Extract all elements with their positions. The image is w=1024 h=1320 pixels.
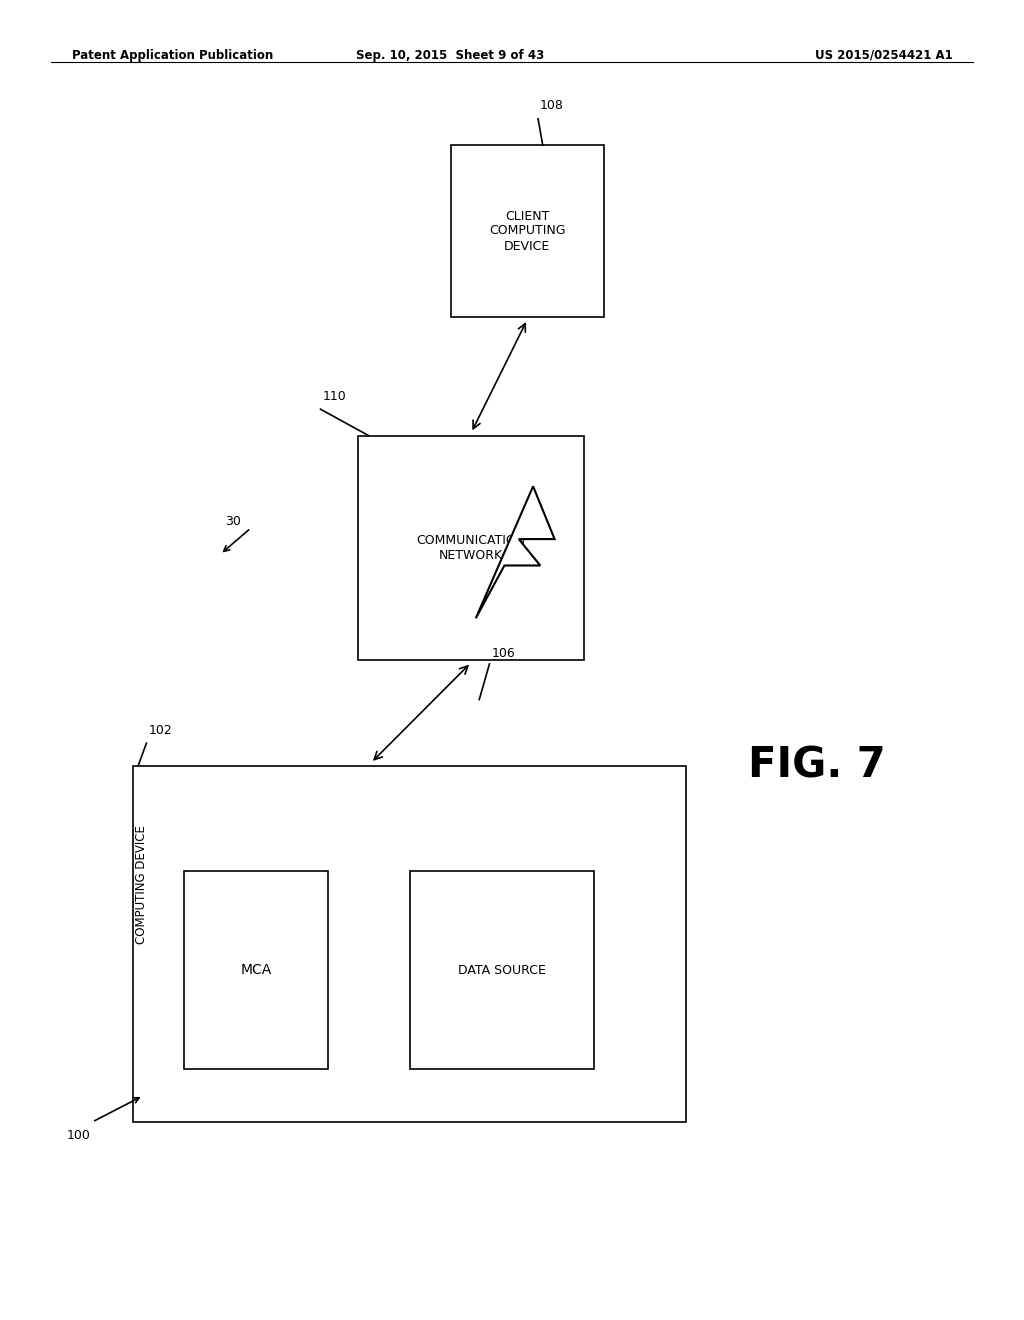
Text: 108: 108 [541,99,564,112]
Text: 100: 100 [67,1129,90,1142]
Text: US 2015/0254421 A1: US 2015/0254421 A1 [814,49,952,62]
FancyBboxPatch shape [133,766,686,1122]
Text: CLIENT
COMPUTING
DEVICE: CLIENT COMPUTING DEVICE [489,210,565,252]
Text: Sep. 10, 2015  Sheet 9 of 43: Sep. 10, 2015 Sheet 9 of 43 [356,49,545,62]
Polygon shape [476,486,555,618]
Text: 30: 30 [225,515,242,528]
FancyBboxPatch shape [410,871,594,1069]
FancyBboxPatch shape [184,871,328,1069]
Text: 110: 110 [323,389,346,403]
Text: COMPUTING DEVICE: COMPUTING DEVICE [135,825,147,944]
Text: Patent Application Publication: Patent Application Publication [72,49,273,62]
Text: COMMUNICATION
NETWORK: COMMUNICATION NETWORK [417,533,525,562]
FancyBboxPatch shape [451,145,604,317]
Text: FIG. 7: FIG. 7 [748,744,886,787]
FancyBboxPatch shape [358,436,584,660]
Text: 102: 102 [148,723,172,737]
Text: 106: 106 [492,647,515,660]
Text: DATA SOURCE: DATA SOURCE [458,964,546,977]
Text: MCA: MCA [241,964,271,977]
